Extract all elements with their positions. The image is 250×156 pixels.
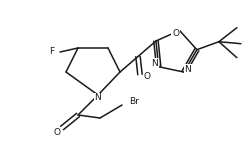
Text: N: N — [94, 93, 101, 102]
Text: N: N — [151, 59, 158, 68]
Text: N: N — [184, 65, 190, 74]
Text: Br: Br — [128, 98, 138, 107]
Text: O: O — [143, 72, 150, 81]
Text: F: F — [49, 47, 54, 56]
Text: O: O — [53, 129, 60, 137]
Text: O: O — [172, 29, 178, 38]
